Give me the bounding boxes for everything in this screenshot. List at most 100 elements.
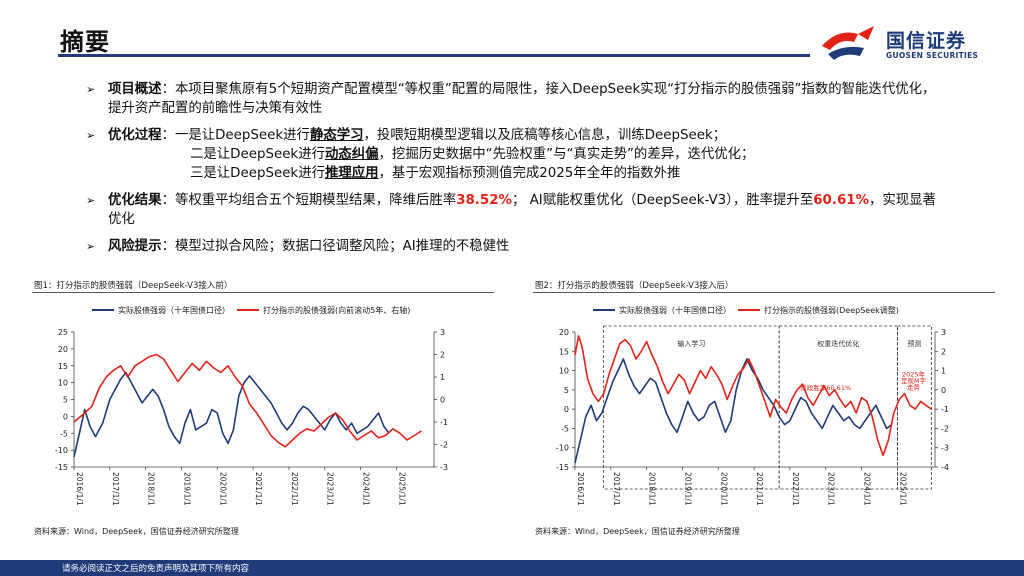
footer-disclaimer: 请务必阅读正文之后的免责声明及其项下所有内容	[62, 564, 250, 574]
bullet-label: 优化结果	[108, 193, 162, 208]
legend-label: 打分指示的股债强弱(向前滚动5年、右轴)	[263, 305, 410, 315]
y-right-tick-label: 2	[440, 351, 445, 360]
bullet-text: ：模型过拟合风险；数据口径调整风险；AI推理的不稳健性	[161, 239, 510, 254]
x-tick-label: 2018/1/1	[648, 472, 657, 506]
bullet-risk: ➢ 风险提示：模型过拟合风险；数据口径调整风险；AI推理的不稳健性	[86, 237, 936, 256]
phase-region-label: 预测	[907, 339, 921, 348]
bullet-label: 项目概述	[108, 82, 162, 97]
logo-name-cn: 国信证券	[886, 30, 967, 52]
x-tick-label: 2022/1/1	[791, 472, 800, 506]
figure-2-caption-rule	[533, 292, 995, 293]
win-rate-before: 38.52%	[456, 193, 512, 208]
page-title: 摘要	[60, 28, 110, 56]
emphasis-dynamic-correction: 动态纠偏	[324, 147, 379, 162]
process-line-3: 三是让DeepSeek进行推理应用，基于宏观指标预测值完成2025年全年的指数外…	[108, 164, 936, 183]
figure-1-caption-rule	[32, 292, 494, 293]
y-left-tick-label: 5	[564, 386, 569, 395]
bullet-text: ，投喂短期模型逻辑以及底稿等核心信息，训练DeepSeek；	[363, 128, 727, 143]
arrow-bullet-icon: ➢	[86, 194, 96, 207]
bullet-text: ，挖掘历史数据中“先验权重”与“真实走势”的差异，迭代优化；	[378, 147, 755, 162]
y-right-tick-label: -3	[941, 444, 949, 453]
y-left-tick-label: 15	[559, 347, 569, 356]
x-tick-label: 2019/1/1	[182, 472, 191, 506]
figure-1-source: 资料来源：Wind，DeepSeek，国信证券经济研究所整理	[34, 527, 239, 536]
x-tick-label: 2016/1/1	[576, 472, 585, 506]
series-line	[73, 371, 390, 458]
y-right-tick-label: -1	[440, 418, 448, 427]
y-right-tick-label: -3	[440, 463, 448, 472]
x-tick-label: 2024/1/1	[362, 472, 371, 506]
y-left-tick-label: -15	[55, 463, 68, 472]
bullet-text: ，实现显著优化	[108, 193, 936, 227]
bullet-process: ➢ 优化过程：一是让DeepSeek进行静态学习，投喂短期模型逻辑以及底稿等核心…	[86, 126, 936, 183]
arrow-bullet-icon: ➢	[86, 240, 96, 253]
y-left-tick-label: -10	[556, 444, 569, 453]
title-underline	[58, 54, 810, 57]
y-left-tick-label: -5	[561, 424, 569, 433]
series-line	[574, 358, 893, 464]
bullet-text: ，基于宏观指标预测值完成2025年全年的指数外推	[378, 166, 681, 181]
win-rate-after: 60.61%	[813, 193, 869, 208]
y-left-tick-label: 0	[63, 412, 68, 421]
legend-label: 打分指示的股债强弱(DeepSeek调整)	[764, 305, 899, 315]
x-tick-label: 2023/1/1	[326, 472, 335, 506]
y-left-tick-label: 0	[564, 405, 569, 414]
y-right-tick-label: -4	[941, 463, 949, 472]
y-left-tick-label: -15	[556, 463, 569, 472]
x-tick-label: 2024/1/1	[863, 472, 872, 506]
y-left-tick-label: -10	[55, 446, 68, 455]
y-right-tick-label: -1	[941, 405, 949, 414]
bullet-overview: ➢ 项目概述：本项目聚焦原有5个短期资产配置模型“等权重”配置的局限性，接入De…	[86, 80, 936, 118]
y-left-tick-label: 20	[58, 345, 68, 354]
footer-bar: 请务必阅读正文之后的免责声明及其项下所有内容	[0, 560, 1024, 576]
figure-1-caption: 图1：打分指示的股债强弱（DeepSeek-V3接入前）	[34, 281, 233, 291]
x-tick-label: 2025/1/1	[898, 472, 907, 506]
x-tick-label: 2017/1/1	[612, 472, 621, 506]
chart-1: 实际股债强弱（十年国债口径） 打分指示的股债强弱(向前滚动5年、右轴)252015…	[55, 305, 448, 506]
x-tick-label: 2016/1/1	[75, 472, 84, 506]
y-right-tick-label: 0	[941, 386, 946, 395]
bullet-label: 风险提示	[108, 239, 162, 254]
phase-region-box	[778, 325, 898, 490]
arrow-bullet-icon: ➢	[86, 129, 96, 142]
chart-annotation: 走势	[907, 382, 921, 391]
x-tick-label: 2025/1/1	[397, 472, 406, 506]
y-right-tick-label: 2	[941, 347, 946, 356]
guosen-logo-icon	[822, 26, 874, 60]
bullet-text: ：本项目聚焦原有5个短期资产配置模型“等权重”配置的局限性，接入DeepSeek…	[108, 82, 936, 116]
legend-label: 实际股债强弱（十年国债口径）	[118, 305, 230, 315]
summary-bullets: ➢ 项目概述：本项目聚焦原有5个短期资产配置模型“等权重”配置的局限性，接入De…	[86, 80, 936, 264]
chart-annotation: 2025年	[902, 369, 926, 378]
arrow-bullet-icon: ➢	[86, 83, 96, 96]
x-tick-label: 2020/1/1	[719, 472, 728, 506]
y-right-tick-label: 1	[440, 373, 445, 382]
x-tick-label: 2022/1/1	[290, 472, 299, 506]
y-left-tick-label: 10	[58, 379, 68, 388]
x-tick-label: 2021/1/1	[755, 472, 764, 506]
chart-annotation: 呈现M字	[901, 376, 927, 385]
x-tick-label: 2023/1/1	[827, 472, 836, 506]
x-tick-label: 2017/1/1	[111, 472, 120, 506]
y-right-tick-label: 3	[440, 328, 445, 337]
bullet-text: 二是让DeepSeek进行	[190, 147, 325, 162]
y-left-tick-label: 25	[58, 328, 68, 337]
chart-annotation: 阶段胜率60.61%	[800, 383, 851, 392]
y-left-tick-label: 10	[559, 367, 569, 376]
x-tick-label: 2021/1/1	[254, 472, 263, 506]
x-tick-label: 2019/1/1	[683, 472, 692, 506]
bullet-result: ➢ 优化结果：等权重平均组合五个短期模型结果，降维后胜率38.52%； AI赋能…	[86, 191, 936, 229]
x-tick-label: 2020/1/1	[218, 472, 227, 506]
series-line	[574, 335, 932, 457]
x-tick-label: 2018/1/1	[147, 472, 156, 506]
y-left-tick-label: 20	[559, 328, 569, 337]
y-left-tick-label: -5	[60, 429, 68, 438]
chart-2: 实际股债强弱（十年国债口径） 打分指示的股债强弱(DeepSeek调整) 输入学习 权…	[556, 305, 949, 506]
y-right-tick-label: 1	[941, 367, 946, 376]
y-left-tick-label: 15	[58, 362, 68, 371]
process-line-2: 二是让DeepSeek进行动态纠偏，挖掘历史数据中“先验权重”与“真实走势”的差…	[108, 145, 936, 164]
y-right-tick-label: -2	[941, 424, 949, 433]
figure-2-source: 资料来源：Wind，DeepSeek，国信证券经济研究所整理	[535, 527, 740, 536]
logo-name-en: GUOSEN SECURITIES	[886, 51, 979, 60]
phase-region-label: 权重迭代优化	[817, 339, 859, 348]
phase-region-label: 输入学习	[677, 339, 705, 348]
